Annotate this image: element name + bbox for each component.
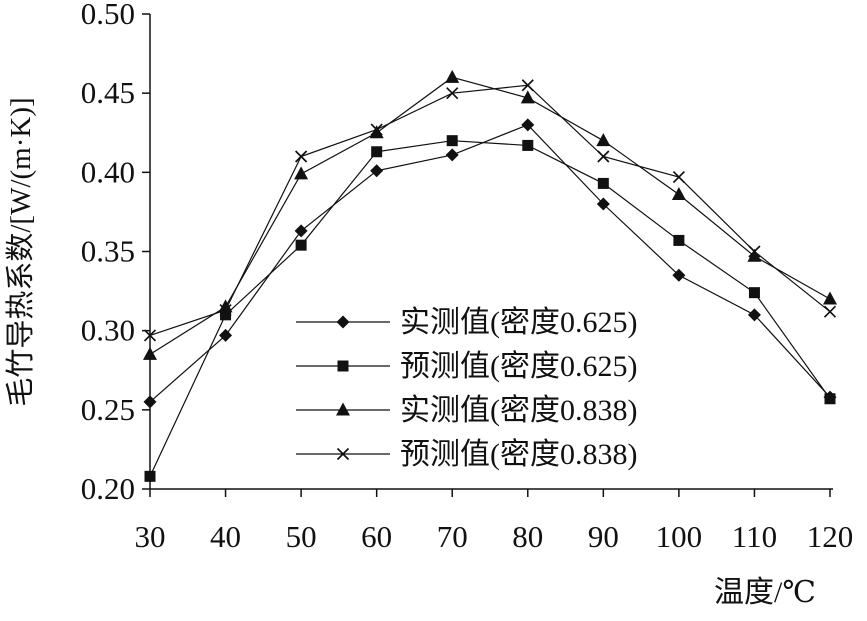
square-marker	[446, 135, 458, 147]
legend-label: 预测值(密度0.838)	[400, 438, 637, 471]
series-line	[149, 140, 831, 477]
square-marker	[673, 234, 685, 246]
x-marker	[370, 123, 383, 136]
x-marker	[748, 245, 761, 258]
triangle-marker	[520, 90, 535, 104]
x-tick-label: 70	[437, 519, 468, 554]
diamond-marker	[521, 118, 535, 132]
diamond-marker	[219, 328, 233, 342]
triangle-marker	[823, 291, 837, 305]
legend-item: 实测值(密度0.625)	[296, 306, 637, 339]
diamond-marker	[747, 308, 761, 322]
diamond-marker	[370, 164, 384, 178]
diamond-marker	[294, 224, 308, 238]
y-tick-label: 0.35	[81, 234, 135, 269]
triangle-marker	[218, 299, 233, 313]
diamond-marker	[143, 395, 157, 409]
triangle-marker	[747, 248, 762, 262]
x-tick-label: 100	[656, 519, 703, 554]
y-tick-label: 0.40	[81, 154, 135, 189]
legend-item: 预测值(密度0.625)	[296, 350, 637, 383]
square-marker	[295, 239, 307, 251]
x-marker	[295, 150, 308, 163]
square-marker	[371, 146, 383, 158]
legend: 实测值(密度0.625) 预测值(密度0.625) 实测值(密度0.838) 预测值(…	[296, 306, 637, 471]
x-marker	[219, 303, 232, 317]
diamond-marker	[445, 148, 459, 162]
legend-label: 预测值(密度0.625)	[400, 350, 637, 383]
legend-item: 预测值(密度0.838)	[296, 438, 637, 471]
legend-label: 实测值(密度0.838)	[400, 394, 637, 427]
triangle-marker	[445, 69, 460, 83]
x-marker	[672, 170, 685, 184]
square-marker	[597, 177, 609, 189]
x-axis-title: 温度/℃	[714, 576, 816, 609]
series-line	[149, 84, 831, 336]
triangle-marker	[596, 133, 611, 147]
series-x	[143, 79, 837, 342]
x-marker	[336, 447, 350, 461]
x-tick-label: 60	[361, 519, 392, 554]
triangle-marker	[671, 187, 686, 200]
x-marker	[521, 79, 534, 92]
x-marker	[823, 305, 837, 318]
triangle-marker	[336, 402, 350, 416]
x-tick-label: 90	[588, 519, 619, 554]
square-marker	[337, 360, 349, 372]
square-marker	[748, 287, 760, 299]
square-marker	[220, 309, 232, 321]
x-marker	[143, 329, 157, 342]
axes	[142, 13, 833, 497]
y-tick-label: 0.50	[81, 0, 135, 31]
square-marker	[144, 470, 156, 482]
x-tick-label: 120	[807, 519, 854, 554]
y-tick-label: 0.45	[81, 75, 135, 110]
series-line	[149, 76, 831, 355]
y-axis-title: 毛竹导热系数/[W/(m·K)]	[4, 97, 37, 406]
diamond-marker	[672, 268, 686, 282]
diamond-marker	[596, 197, 610, 211]
data-series	[143, 69, 837, 482]
y-tick-label: 0.20	[81, 471, 135, 506]
x-tick-label: 40	[210, 519, 241, 554]
square-marker	[824, 393, 836, 405]
tick-labels: 30 40 50 60 70 80 90 100 110 120 0.20 0.25 0.30 0.35 0…	[81, 0, 854, 554]
diamond-marker	[336, 315, 350, 329]
x-marker	[597, 150, 610, 163]
triangle-marker	[294, 166, 309, 180]
x-tick-label: 30	[135, 519, 166, 554]
square-marker	[522, 139, 534, 151]
x-tick-label: 50	[286, 519, 317, 554]
legend-item: 实测值(密度0.838)	[296, 394, 637, 427]
series-square	[144, 135, 836, 482]
series-line	[149, 124, 831, 403]
y-tick-label: 0.30	[81, 313, 135, 348]
x-marker	[446, 87, 459, 100]
triangle-marker	[143, 346, 157, 360]
x-tick-label: 80	[512, 519, 543, 554]
legend-label: 实测值(密度0.625)	[400, 306, 637, 339]
x-tick-label: 110	[732, 519, 777, 554]
y-tick-label: 0.25	[81, 392, 135, 427]
triangle-marker	[369, 125, 384, 139]
series-triangle	[143, 69, 837, 360]
